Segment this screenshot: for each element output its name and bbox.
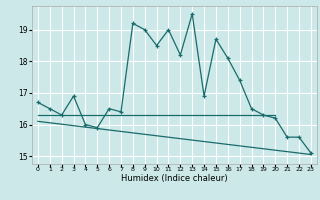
X-axis label: Humidex (Indice chaleur): Humidex (Indice chaleur) <box>121 174 228 183</box>
